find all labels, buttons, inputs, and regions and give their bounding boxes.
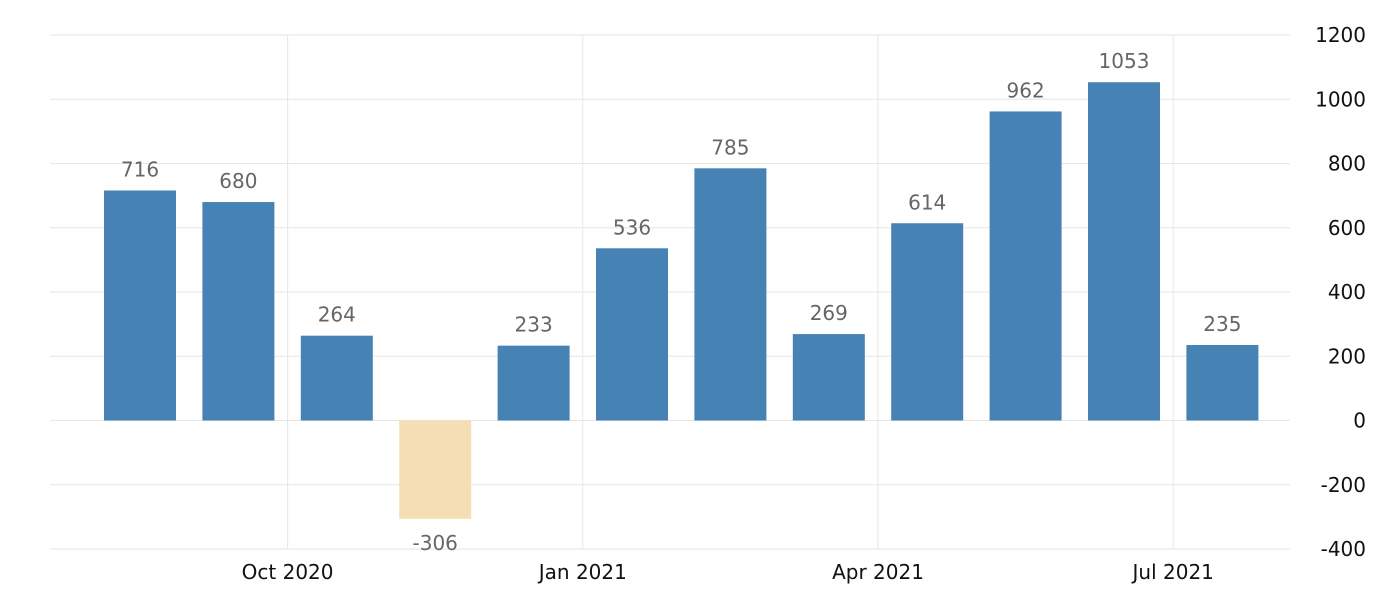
bar	[596, 248, 668, 421]
data-label: 680	[219, 169, 257, 193]
bar	[300, 335, 373, 421]
data-label: -306	[413, 531, 458, 555]
y-tick-label: 1200	[1315, 23, 1366, 47]
data-label: 716	[121, 157, 159, 181]
x-tick-label: Jul 2021	[1131, 560, 1214, 584]
data-label: 1053	[1099, 49, 1150, 73]
data-label: 264	[318, 303, 356, 327]
bar	[891, 223, 964, 421]
x-tick-label: Apr 2021	[832, 560, 924, 584]
vertical-gridlines	[287, 35, 1174, 549]
data-label: 235	[1203, 312, 1241, 336]
y-tick-label: -200	[1321, 473, 1366, 497]
bar	[792, 334, 865, 421]
data-label: 962	[1007, 78, 1045, 102]
y-axis-ticks: 1200 1000 800 600 400 200 0 -200 -400	[1315, 23, 1366, 561]
x-tick-label: Oct 2020	[242, 560, 334, 584]
data-label: 536	[613, 215, 651, 239]
bar	[497, 345, 570, 421]
x-tick-label: Jan 2021	[537, 560, 627, 584]
bar	[202, 202, 275, 421]
data-labels: 716 680 264 -306 233 536 785 269 614 962 1053 235	[121, 49, 1242, 555]
y-tick-label: 400	[1328, 280, 1366, 304]
y-tick-label: 600	[1328, 216, 1366, 240]
bar	[1186, 345, 1259, 421]
y-tick-label: 800	[1328, 152, 1366, 176]
y-tick-label: 200	[1328, 344, 1366, 368]
bar	[104, 190, 176, 421]
data-label: 233	[515, 313, 553, 337]
x-axis-ticks: Oct 2020 Jan 2021 Apr 2021 Jul 2021	[242, 560, 1214, 584]
data-label: 269	[810, 301, 848, 325]
bar	[694, 168, 767, 421]
y-tick-label: 1000	[1315, 87, 1366, 111]
y-tick-label: 0	[1353, 409, 1366, 433]
data-label: 785	[711, 135, 749, 159]
bars	[104, 82, 1259, 519]
data-label: 614	[908, 190, 946, 214]
bar	[399, 420, 472, 519]
y-tick-label: -400	[1321, 537, 1366, 561]
bar	[989, 111, 1062, 421]
bar	[1088, 82, 1160, 421]
